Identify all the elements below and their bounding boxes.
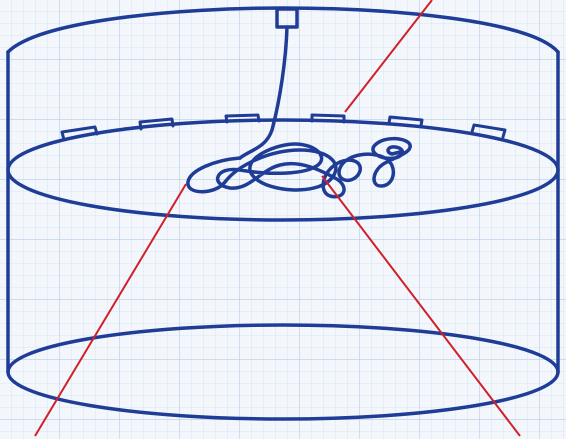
wire [238,25,289,160]
bottom-ellipse [6,323,560,421]
ray [344,0,433,113]
tangle [186,136,412,199]
cylinder [6,6,560,421]
tabs [60,113,507,142]
rays [34,0,521,437]
middle-ellipse [6,118,560,222]
ray [34,183,187,437]
ray [321,175,521,437]
